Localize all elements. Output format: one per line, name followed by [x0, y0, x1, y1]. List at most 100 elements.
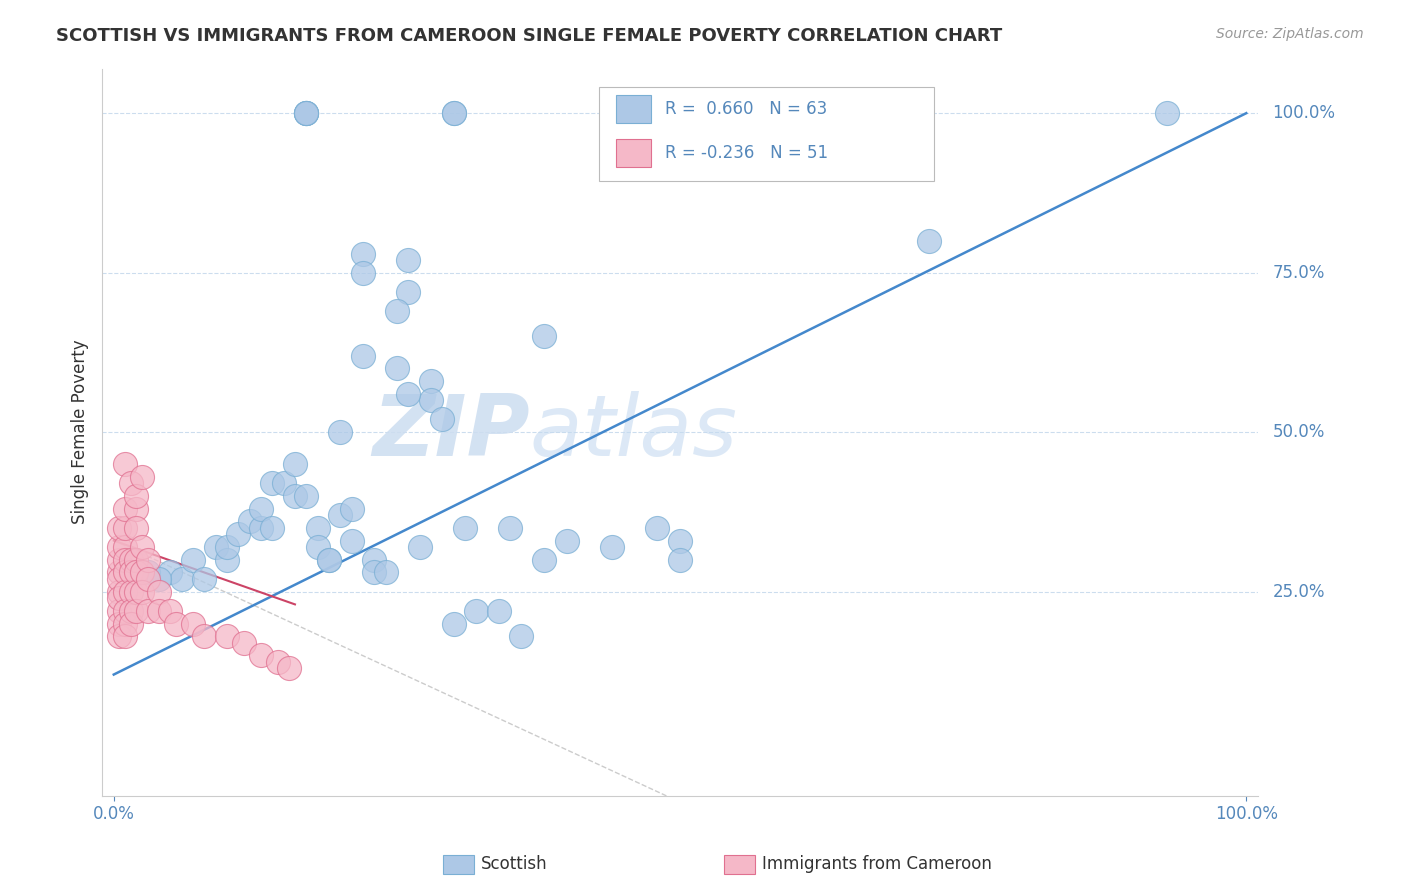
- Point: [432, 412, 454, 426]
- Point: [125, 501, 148, 516]
- Point: [647, 521, 669, 535]
- Point: [295, 489, 318, 503]
- Point: [148, 604, 170, 618]
- Point: [114, 457, 136, 471]
- Text: R = -0.236   N = 51: R = -0.236 N = 51: [665, 144, 828, 161]
- Point: [250, 501, 273, 516]
- Point: [352, 246, 374, 260]
- Point: [250, 521, 273, 535]
- Point: [120, 476, 142, 491]
- Point: [108, 521, 131, 535]
- Point: [363, 552, 385, 566]
- Point: [267, 655, 290, 669]
- FancyBboxPatch shape: [616, 139, 651, 167]
- Text: Source: ZipAtlas.com: Source: ZipAtlas.com: [1216, 27, 1364, 41]
- Point: [108, 566, 131, 580]
- Point: [204, 540, 226, 554]
- Point: [159, 604, 181, 618]
- Point: [131, 540, 153, 554]
- Point: [600, 540, 623, 554]
- Point: [181, 616, 204, 631]
- Point: [120, 584, 142, 599]
- Point: [408, 540, 430, 554]
- Point: [419, 393, 441, 408]
- Point: [419, 374, 441, 388]
- Point: [120, 616, 142, 631]
- Point: [125, 489, 148, 503]
- Point: [443, 616, 465, 631]
- Point: [114, 566, 136, 580]
- Point: [454, 521, 477, 535]
- Point: [385, 361, 408, 376]
- Point: [193, 572, 215, 586]
- Point: [108, 616, 131, 631]
- Text: Scottish: Scottish: [481, 855, 547, 873]
- Point: [363, 566, 385, 580]
- Point: [284, 457, 307, 471]
- Point: [108, 591, 131, 605]
- Point: [250, 648, 273, 663]
- Point: [918, 234, 941, 248]
- Point: [131, 584, 153, 599]
- Point: [108, 552, 131, 566]
- Point: [396, 387, 419, 401]
- Point: [120, 566, 142, 580]
- Point: [114, 629, 136, 643]
- Point: [262, 521, 284, 535]
- Point: [136, 572, 159, 586]
- FancyBboxPatch shape: [616, 95, 651, 123]
- Point: [108, 540, 131, 554]
- Point: [1156, 106, 1178, 120]
- Point: [125, 604, 148, 618]
- Point: [307, 540, 329, 554]
- Point: [278, 661, 301, 675]
- Text: SCOTTISH VS IMMIGRANTS FROM CAMEROON SINGLE FEMALE POVERTY CORRELATION CHART: SCOTTISH VS IMMIGRANTS FROM CAMEROON SIN…: [56, 27, 1002, 45]
- Point: [165, 616, 187, 631]
- Point: [555, 533, 578, 548]
- Text: 25.0%: 25.0%: [1272, 582, 1324, 600]
- Point: [307, 521, 329, 535]
- Point: [108, 572, 131, 586]
- Point: [295, 106, 318, 120]
- Point: [510, 629, 533, 643]
- Point: [443, 106, 465, 120]
- Point: [125, 521, 148, 535]
- Point: [114, 521, 136, 535]
- Point: [215, 540, 238, 554]
- Point: [170, 572, 193, 586]
- Text: 100.0%: 100.0%: [1272, 104, 1336, 122]
- Point: [233, 635, 256, 649]
- Point: [295, 106, 318, 120]
- Text: R =  0.660   N = 63: R = 0.660 N = 63: [665, 100, 827, 119]
- Point: [108, 584, 131, 599]
- Point: [131, 470, 153, 484]
- Point: [136, 566, 159, 580]
- Point: [136, 604, 159, 618]
- Point: [273, 476, 295, 491]
- Point: [340, 501, 363, 516]
- Point: [396, 252, 419, 267]
- Point: [114, 584, 136, 599]
- Point: [136, 552, 159, 566]
- Point: [352, 266, 374, 280]
- Point: [120, 552, 142, 566]
- Point: [295, 106, 318, 120]
- Point: [239, 515, 262, 529]
- Point: [108, 604, 131, 618]
- Point: [125, 566, 148, 580]
- Point: [131, 566, 153, 580]
- Point: [215, 552, 238, 566]
- Point: [385, 304, 408, 318]
- Point: [284, 489, 307, 503]
- Point: [114, 501, 136, 516]
- Point: [443, 106, 465, 120]
- Point: [352, 349, 374, 363]
- Point: [228, 527, 250, 541]
- Text: ZIP: ZIP: [373, 391, 530, 474]
- Point: [499, 521, 522, 535]
- Point: [465, 604, 488, 618]
- Point: [125, 552, 148, 566]
- Point: [318, 552, 340, 566]
- Point: [488, 604, 510, 618]
- Point: [159, 566, 181, 580]
